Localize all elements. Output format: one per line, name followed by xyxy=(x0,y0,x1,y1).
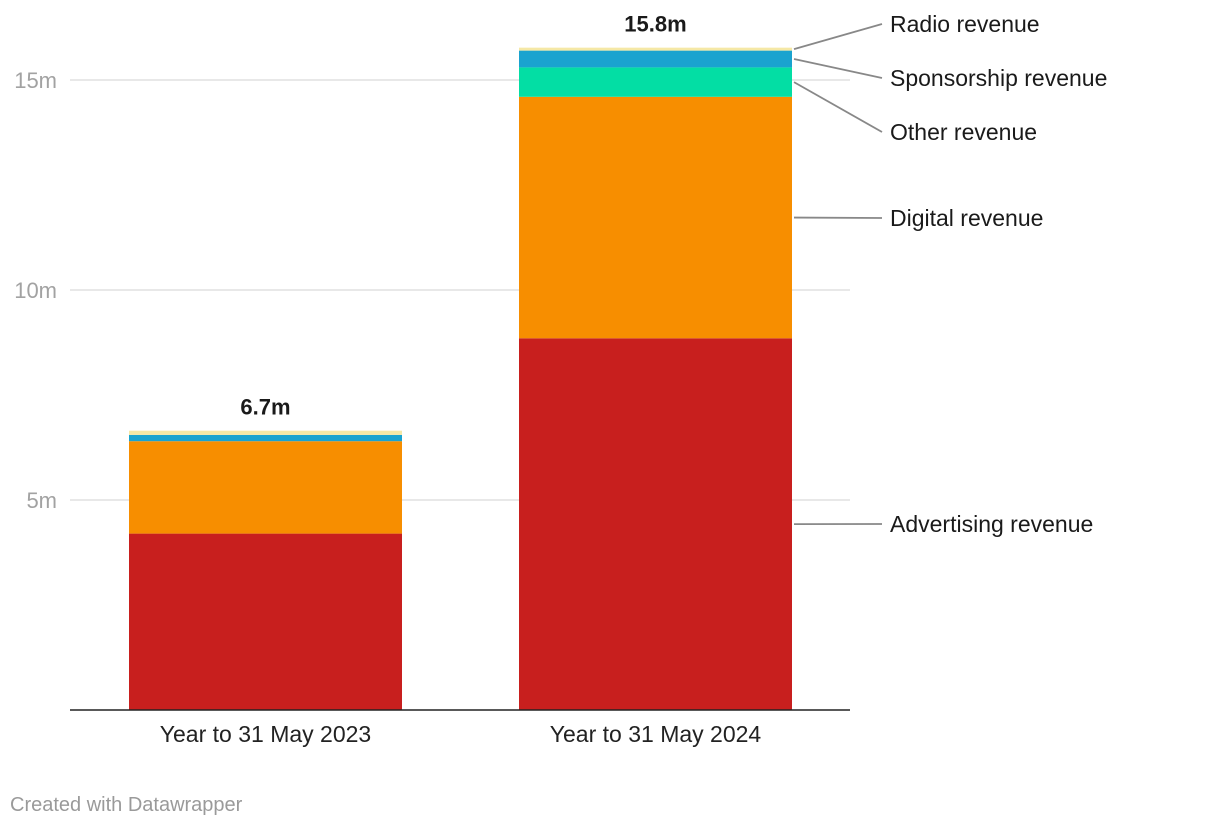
leader-line xyxy=(793,81,883,133)
bar-segment-other-revenue xyxy=(519,67,792,97)
series-label-radio-revenue: Radio revenue xyxy=(890,11,1040,37)
series-label-sponsorship-revenue: Sponsorship revenue xyxy=(890,65,1107,91)
bar-segment-radio-revenue xyxy=(129,430,402,435)
y-tick-label: 10m xyxy=(14,278,57,303)
series-label-other-revenue: Other revenue xyxy=(890,119,1037,145)
series-label-digital-revenue: Digital revenue xyxy=(890,205,1043,231)
bar-total-label: 6.7m xyxy=(240,395,290,420)
leader-line xyxy=(793,58,883,79)
bar-segment-advertising-revenue xyxy=(519,338,792,710)
x-category-label: Year to 31 May 2023 xyxy=(160,721,371,747)
bar-segment-sponsorship-revenue xyxy=(519,50,792,68)
labels: 6.7m 15.8m Advertising revenue Digital reve… xyxy=(240,11,1107,537)
bars xyxy=(129,47,792,710)
bar-total-label: 15.8m xyxy=(624,12,686,37)
x-category-label: Year to 31 May 2024 xyxy=(550,721,762,747)
bar-segment-advertising-revenue xyxy=(129,533,402,710)
series-label-advertising-revenue: Advertising revenue xyxy=(890,511,1093,537)
datawrapper-credit: Created with Datawrapper xyxy=(10,794,243,816)
bar-segment-digital-revenue xyxy=(129,441,402,534)
x-axis: Year to 31 May 2023 Year to 31 May 2024 xyxy=(70,709,850,747)
bar-segment-radio-revenue xyxy=(519,47,792,51)
y-tick-label: 5m xyxy=(26,488,57,513)
bar-segment-sponsorship-revenue xyxy=(129,434,402,442)
leader-line xyxy=(793,23,883,50)
y-tick-label: 15m xyxy=(14,68,57,93)
bar-segment-digital-revenue xyxy=(519,96,792,339)
